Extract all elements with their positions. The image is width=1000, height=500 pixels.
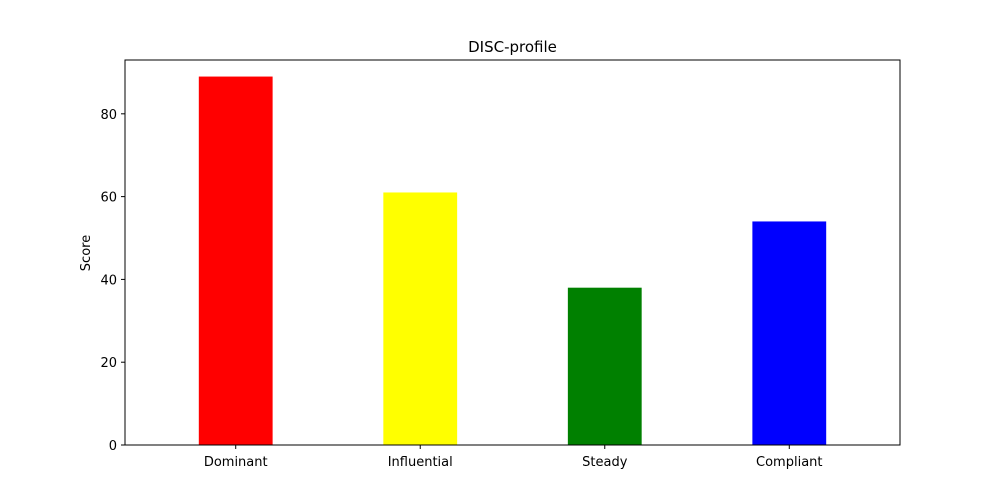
- y-tick-label: 60: [100, 191, 117, 206]
- bar-compliant: [752, 221, 827, 445]
- bar-influential: [383, 192, 458, 445]
- bar-dominant: [198, 76, 273, 445]
- y-tick-label: 20: [100, 356, 117, 371]
- bars-group: [198, 76, 827, 445]
- chart-title: DISC-profile: [468, 38, 557, 56]
- bar-steady: [567, 287, 642, 445]
- x-tick-label: Influential: [388, 455, 453, 470]
- y-ticks-group: 0 20 40 60 80: [100, 108, 125, 454]
- y-tick-label: 80: [100, 108, 117, 123]
- x-tick-label: Dominant: [204, 455, 268, 470]
- x-tick-label: Steady: [582, 455, 628, 470]
- y-axis-label: Score: [79, 235, 94, 271]
- x-tick-label: Compliant: [756, 455, 822, 470]
- y-tick-label: 0: [109, 439, 117, 454]
- plot-frame: [124, 59, 901, 446]
- y-tick-label: 40: [100, 273, 117, 288]
- x-ticks-group: Dominant Influential Steady Compliant: [204, 445, 823, 470]
